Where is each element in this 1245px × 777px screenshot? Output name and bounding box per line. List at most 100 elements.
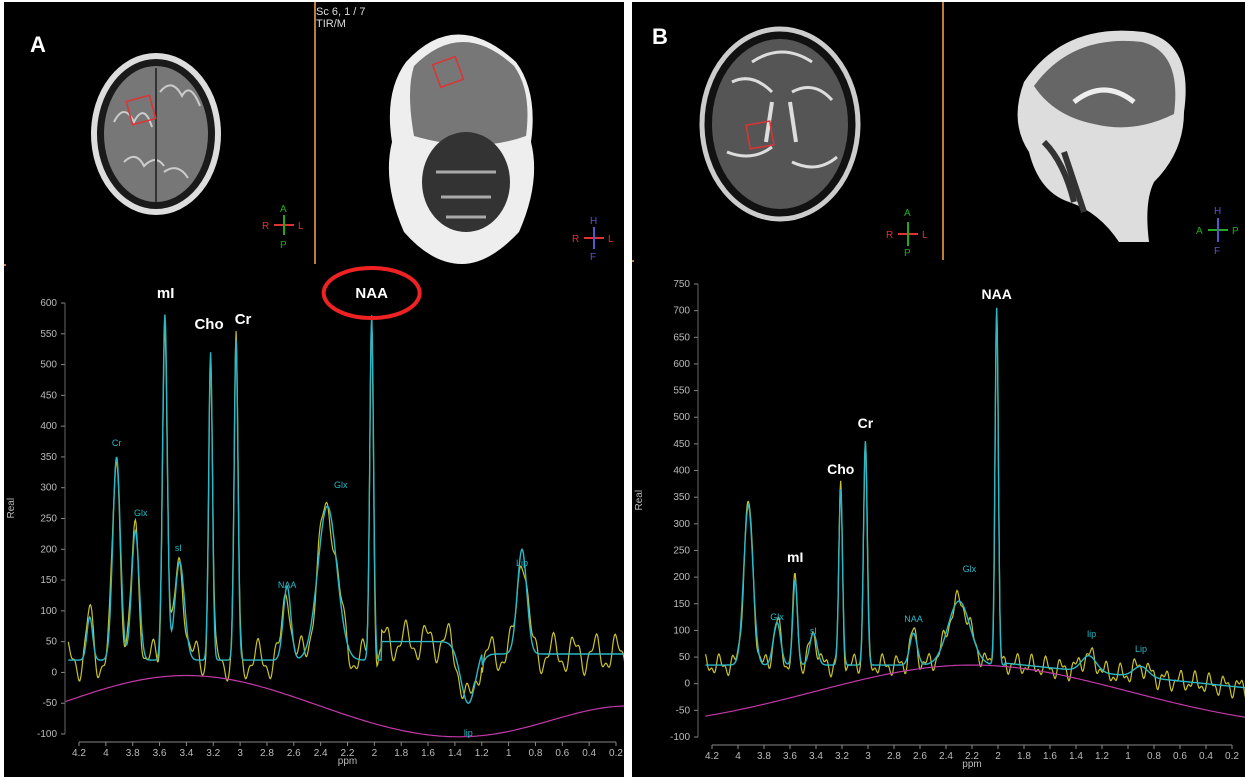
y-tick-label: 450 xyxy=(673,439,690,450)
small-peak-label: Glx xyxy=(334,480,348,490)
x-tick-label: 2.6 xyxy=(287,748,301,759)
y-tick-label: 650 xyxy=(673,332,690,343)
x-tick-label: 4 xyxy=(735,751,741,762)
orient-axial-top: A xyxy=(280,204,287,215)
orient-b-axial-bottom: P xyxy=(904,248,911,259)
x-tick-label: 2.4 xyxy=(939,751,953,762)
panel-b-axial-viewport[interactable]: A P R L xyxy=(632,2,944,260)
x-tick-label: 1 xyxy=(1125,751,1131,762)
peak-label-naa: NAA xyxy=(355,285,388,302)
orient-b-axial-right: L xyxy=(922,230,928,241)
spectrum-b-svg: 7507006506005505004504003503002502001501… xyxy=(634,279,1245,770)
orient-axial-right: L xyxy=(298,221,304,232)
orientation-marker-coronal: H F R L xyxy=(572,216,614,263)
y-tick-label: -50 xyxy=(43,698,58,709)
panel-b-spectrum[interactable]: 750 700 650 600 550 500 450 400 350 300 250 200 150 1… xyxy=(632,262,1245,777)
peak-label-cr: Cr xyxy=(235,311,252,328)
x-tick-label: 2.2 xyxy=(965,751,979,762)
sagittal-corpus-callosum xyxy=(1072,87,1136,104)
y-tick-label: 100 xyxy=(40,606,57,617)
x-tick-label: 2.4 xyxy=(314,748,328,759)
small-peak-label: sI xyxy=(175,543,182,553)
y-tick-label: 500 xyxy=(673,412,690,423)
x-tick-label: 1.2 xyxy=(1095,751,1109,762)
orientation-marker-b-axial: A P R L xyxy=(886,208,928,259)
scan-info-line-2: TIR/M xyxy=(316,18,346,30)
scan-info: Sc 6, 1 / 7 TIR/M xyxy=(316,6,366,30)
x-tick-label: 0.2 xyxy=(1225,751,1239,762)
panel-a: A P R L H F R L Sc 6, 1 / 7 TIR/ xyxy=(4,2,624,777)
x-tick-label: 3.6 xyxy=(153,748,167,759)
small-peak-label: Lip xyxy=(1135,644,1147,654)
y-tick-label: 450 xyxy=(40,390,57,401)
y-tick-label: 550 xyxy=(673,386,690,397)
y-tick-label: -100 xyxy=(670,732,690,743)
x-tick-label: 0.2 xyxy=(609,748,623,759)
x-tick-label: 2 xyxy=(372,748,378,759)
axial-t2-ventricles xyxy=(764,101,798,143)
panel-b: A P R L H F A P B 750 700 650 600 550 500 450 4 xyxy=(632,2,1245,777)
baseline-line xyxy=(65,674,624,738)
small-peak-label: Lip xyxy=(516,558,528,568)
axial-t2-voi-box xyxy=(745,120,775,150)
orient-coronal-left: R xyxy=(572,234,579,245)
axial-gyri xyxy=(113,84,201,179)
baseline-line xyxy=(705,664,1245,718)
x-tick-label: 3 xyxy=(865,751,871,762)
y-axis-label: Real xyxy=(6,498,17,519)
panel-b-sagittal-viewport[interactable]: H F A P xyxy=(944,2,1245,260)
peak-label-naa: NAA xyxy=(982,286,1012,302)
y-tick-label: 250 xyxy=(673,545,690,556)
peak-label-cho: Cho xyxy=(194,316,223,333)
x-tick-label: 1.8 xyxy=(1017,751,1031,762)
x-tick-label: 3.8 xyxy=(757,751,771,762)
raw-spectrum-line xyxy=(704,309,1245,699)
small-peak-label: lip xyxy=(1087,629,1096,639)
y-tick-label: 200 xyxy=(673,572,690,583)
panel-a-coronal-viewport[interactable]: H F R L Sc 6, 1 / 7 TIR/M xyxy=(316,2,624,264)
y-tick-label: 300 xyxy=(673,519,690,530)
fitted-spectrum-line xyxy=(68,314,624,704)
x-tick-label: 3 xyxy=(237,748,243,759)
orient-sag-bottom: F xyxy=(1214,246,1220,257)
sagittal-brain xyxy=(1034,40,1176,128)
y-tick-label: 500 xyxy=(40,360,57,371)
panel-a-spectrum[interactable]: 600 550 500 450 400 350 300 250 200 150 100 50 0 -50-… xyxy=(4,266,624,777)
x-tick-label: 1 xyxy=(506,748,512,759)
small-peak-label: Glx xyxy=(134,508,148,518)
orient-coronal-top: H xyxy=(590,216,597,227)
y-tick-label: 200 xyxy=(40,544,57,555)
orient-sag-left: A xyxy=(1196,226,1203,237)
y-tick-label: 550 xyxy=(40,329,57,340)
scan-info-line-1: Sc 6, 1 / 7 xyxy=(316,6,366,18)
y-tick-label: 700 xyxy=(673,306,690,317)
coronal-face xyxy=(422,132,510,232)
x-tick-label: 0.4 xyxy=(582,748,596,759)
peak-label-cho: Cho xyxy=(827,461,854,477)
x-tick-label: 3.8 xyxy=(126,748,140,759)
x-tick-label: 1.4 xyxy=(448,748,462,759)
orient-b-axial-top: A xyxy=(904,208,911,219)
y-tick-label: 750 xyxy=(673,279,690,290)
y-tick-label: 0 xyxy=(51,667,57,678)
orientation-marker-axial: A P R L xyxy=(262,204,304,251)
x-tick-label: 0.6 xyxy=(1173,751,1187,762)
x-tick-label: 0.8 xyxy=(1147,751,1161,762)
y-tick-label: 400 xyxy=(673,466,690,477)
y-tick-label: 250 xyxy=(40,514,57,525)
y-tick-label: 150 xyxy=(40,575,57,586)
y-tick-label: -50 xyxy=(676,705,691,716)
x-tick-label: 3.6 xyxy=(783,751,797,762)
x-tick-label: 1.2 xyxy=(475,748,489,759)
small-peak-label: sI xyxy=(810,626,817,636)
small-peak-label: Glx xyxy=(770,612,784,622)
small-peak-label: Cr xyxy=(112,438,122,448)
axial-voi-box xyxy=(125,94,157,126)
y-tick-label: 50 xyxy=(679,652,691,663)
raw-spectrum-line xyxy=(67,321,624,700)
x-tick-label: 0.4 xyxy=(1199,751,1213,762)
y-tick-label: 600 xyxy=(40,298,57,309)
panel-a-axial-viewport[interactable]: A P R L xyxy=(4,2,316,264)
orient-sag-right: P xyxy=(1232,226,1239,237)
small-peak-label: Glx xyxy=(963,564,977,574)
